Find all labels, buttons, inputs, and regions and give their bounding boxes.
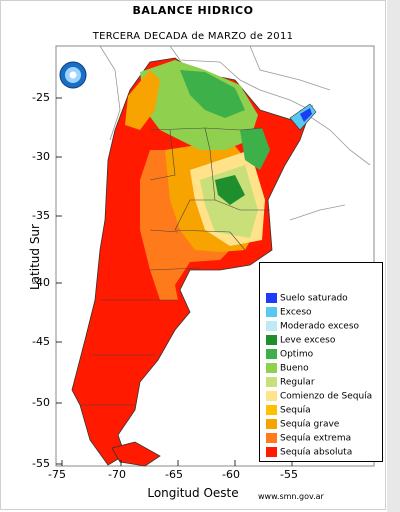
legend-label: Optimo (280, 349, 314, 360)
legend-label: Exceso (280, 307, 312, 318)
ytick-label: -25 (32, 91, 50, 104)
legend-label: Leve exceso (280, 335, 336, 346)
legend-label: Comienzo de Sequía (280, 391, 373, 402)
map-frame (0, 0, 386, 510)
legend-swatch (266, 293, 277, 303)
xtick-label: -60 (222, 468, 240, 481)
legend-item: Moderado exceso (266, 321, 359, 332)
legend-label: Sequía grave (280, 419, 340, 430)
legend-item: Sequía (266, 405, 311, 416)
ytick-label: -35 (32, 209, 50, 222)
legend-item: Regular (266, 377, 315, 388)
ytick-label: -50 (32, 396, 50, 409)
tierra-del-fuego (111, 441, 161, 467)
legend: Suelo saturado Exceso Moderado exceso Le… (259, 262, 383, 462)
ytick-label: -30 (32, 150, 50, 163)
legend-item: Leve exceso (266, 335, 335, 346)
optimal-zone-litoral (240, 128, 270, 170)
xtick-label: -75 (48, 468, 66, 481)
legend-swatch (266, 419, 277, 429)
xtick-label: -55 (280, 468, 298, 481)
legend-item: Comienzo de Sequía (266, 391, 372, 402)
y-axis-label: Latitud Sur (28, 224, 42, 290)
legend-item: Suelo saturado (266, 293, 348, 304)
legend-swatch (266, 447, 277, 457)
mild-excess-zone (215, 175, 245, 205)
legend-swatch (266, 405, 277, 415)
legend-swatch (266, 335, 277, 345)
saturated-zone-misiones (300, 108, 312, 122)
legend-item: Exceso (266, 307, 312, 318)
source-url[interactable]: www.smn.gov.ar (258, 492, 324, 501)
legend-item: Optimo (266, 349, 313, 360)
legend-label: Sequía extrema (280, 433, 352, 444)
legend-label: Suelo saturado (280, 293, 348, 304)
neighbor-borders (99, 45, 371, 221)
x-axis-label: Longitud Oeste (147, 486, 239, 500)
legend-swatch (266, 391, 277, 401)
legend-swatch (266, 363, 277, 373)
legend-swatch (266, 349, 277, 359)
legend-label: Sequía absoluta (280, 447, 353, 458)
legend-item: Bueno (266, 363, 309, 374)
map-title: BALANCE HIDRICO (132, 4, 254, 17)
legend-swatch (266, 321, 277, 331)
xtick-label: -70 (108, 468, 126, 481)
axis-ticks (56, 97, 293, 466)
smn-logo (59, 61, 87, 89)
good-zone-north (140, 60, 258, 150)
legend-swatch (266, 307, 277, 317)
legend-label: Sequía (280, 405, 311, 416)
optimal-zone-north (180, 70, 245, 118)
ytick-label: -40 (32, 276, 50, 289)
ytick-label: -55 (32, 457, 50, 470)
legend-item: Sequía absoluta (266, 447, 352, 458)
legend-item: Sequía grave (266, 419, 339, 430)
drought-zone-northwest (125, 70, 160, 130)
xtick-label: -65 (165, 468, 183, 481)
legend-swatch (266, 433, 277, 443)
legend-swatch (266, 377, 277, 387)
scrollbar[interactable] (387, 0, 400, 512)
map-subtitle: TERCERA DECADA de MARZO de 2011 (92, 31, 294, 42)
province-borders (80, 127, 270, 406)
legend-label: Bueno (280, 363, 309, 374)
ytick-label: -45 (32, 335, 50, 348)
legend-item: Sequía extrema (266, 433, 351, 444)
legend-label: Moderado exceso (280, 321, 360, 332)
legend-label: Regular (280, 377, 315, 388)
